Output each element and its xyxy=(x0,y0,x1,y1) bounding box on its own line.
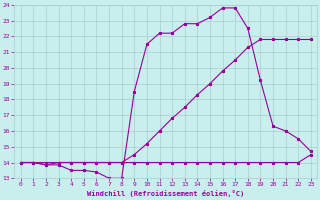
X-axis label: Windchill (Refroidissement éolien,°C): Windchill (Refroidissement éolien,°C) xyxy=(87,190,244,197)
